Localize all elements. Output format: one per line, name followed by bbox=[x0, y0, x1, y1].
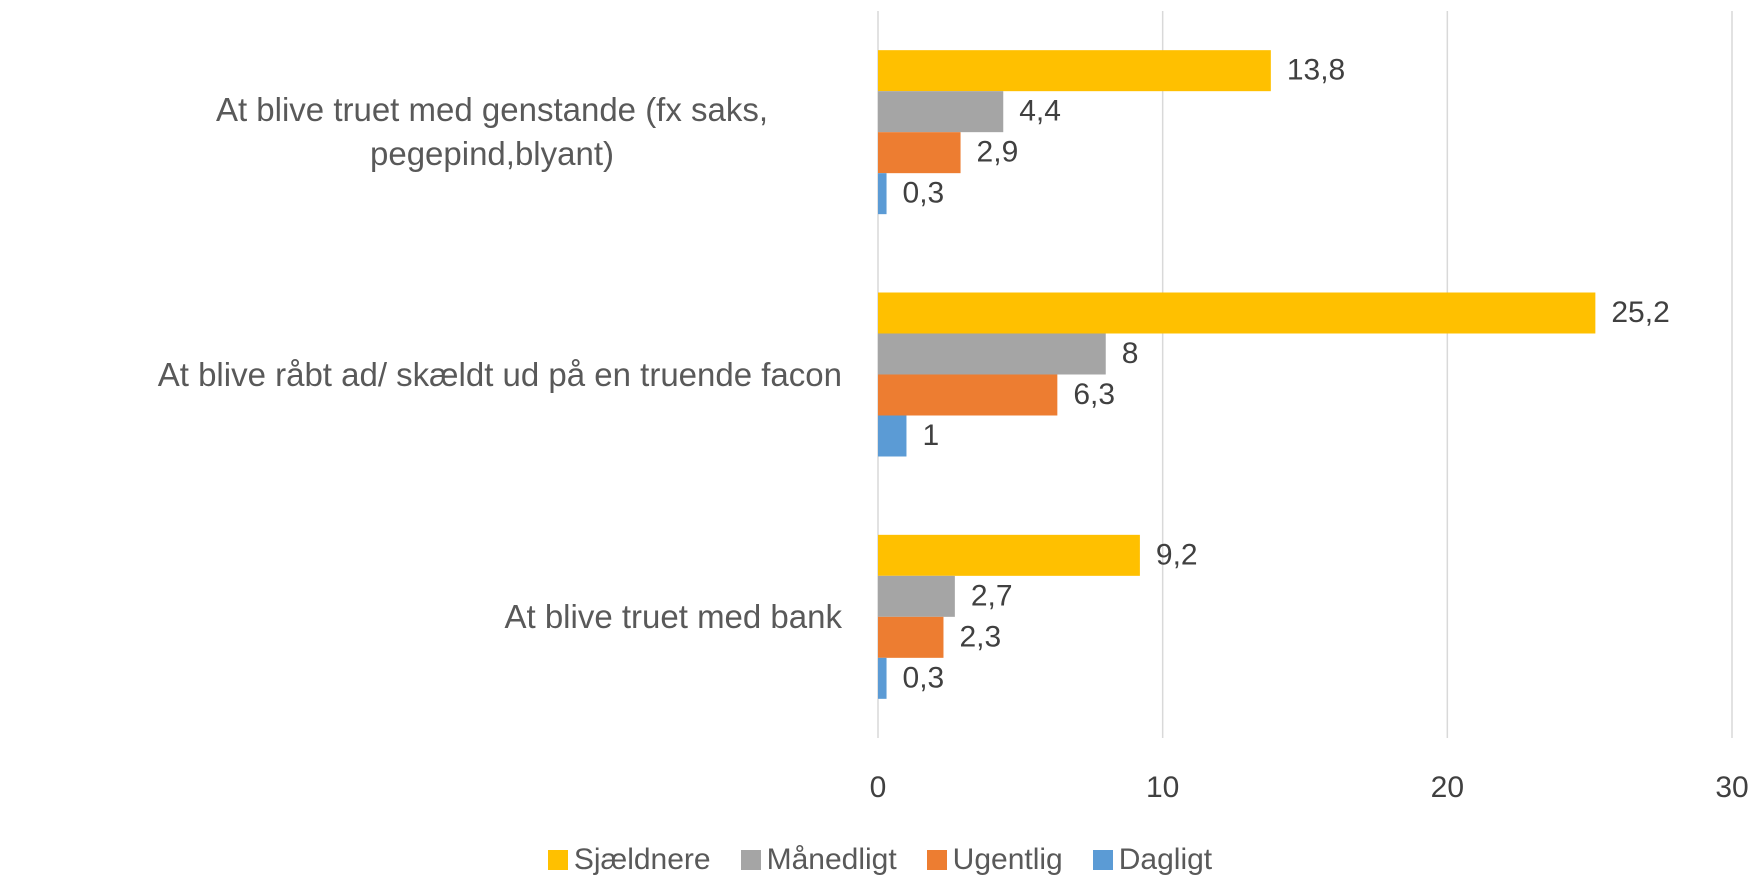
category-label: At blive truet med genstande (fx saks, p… bbox=[215, 91, 769, 173]
bar bbox=[878, 374, 1058, 416]
legend-label: Sjældnere bbox=[573, 843, 711, 876]
category-label: At blive truet med bank bbox=[504, 597, 842, 635]
x-tick-label: 30 bbox=[1715, 771, 1748, 804]
data-label: 9,2 bbox=[1156, 538, 1198, 571]
legend-swatch bbox=[740, 850, 761, 870]
data-label: 2,7 bbox=[971, 579, 1013, 612]
data-label: 2,9 bbox=[977, 136, 1019, 169]
bar bbox=[878, 657, 887, 699]
x-tick-label: 20 bbox=[1431, 771, 1464, 804]
data-label: 25,2 bbox=[1611, 296, 1669, 329]
legend-swatch bbox=[1092, 850, 1113, 870]
legend-item: Sjældnere bbox=[547, 843, 711, 877]
bar bbox=[878, 292, 1596, 334]
data-label: 0,3 bbox=[903, 661, 945, 694]
data-label: 1 bbox=[922, 419, 939, 452]
data-label: 4,4 bbox=[1019, 95, 1061, 128]
bar bbox=[878, 173, 887, 215]
data-label: 8 bbox=[1122, 337, 1139, 370]
category-label: At blive råbt ad/ skældt ud på en truend… bbox=[157, 355, 842, 393]
legend-item: Dagligt bbox=[1092, 843, 1213, 877]
legend-swatch bbox=[926, 850, 947, 870]
legend-label: Månedligt bbox=[766, 843, 897, 876]
data-label: 0,3 bbox=[903, 177, 945, 210]
data-label: 13,8 bbox=[1287, 54, 1345, 87]
bar bbox=[878, 534, 1140, 576]
legend-label: Dagligt bbox=[1118, 843, 1213, 876]
bar bbox=[878, 333, 1106, 375]
bar bbox=[878, 50, 1271, 92]
legend: Sjældnere Månedligt Ugentlig Dagligt bbox=[0, 843, 1760, 877]
data-label: 2,3 bbox=[959, 620, 1001, 653]
data-label: 6,3 bbox=[1073, 378, 1115, 411]
legend-item: Ugentlig bbox=[926, 843, 1063, 877]
bar bbox=[878, 575, 955, 617]
x-tick-label: 10 bbox=[1146, 771, 1179, 804]
bar bbox=[878, 616, 944, 658]
x-tick-label: 0 bbox=[870, 771, 887, 804]
bar bbox=[878, 91, 1004, 133]
legend-swatch bbox=[547, 850, 568, 870]
bar bbox=[878, 415, 907, 457]
bar bbox=[878, 132, 961, 174]
legend-label: Ugentlig bbox=[952, 843, 1063, 876]
legend-item: Månedligt bbox=[740, 843, 897, 877]
